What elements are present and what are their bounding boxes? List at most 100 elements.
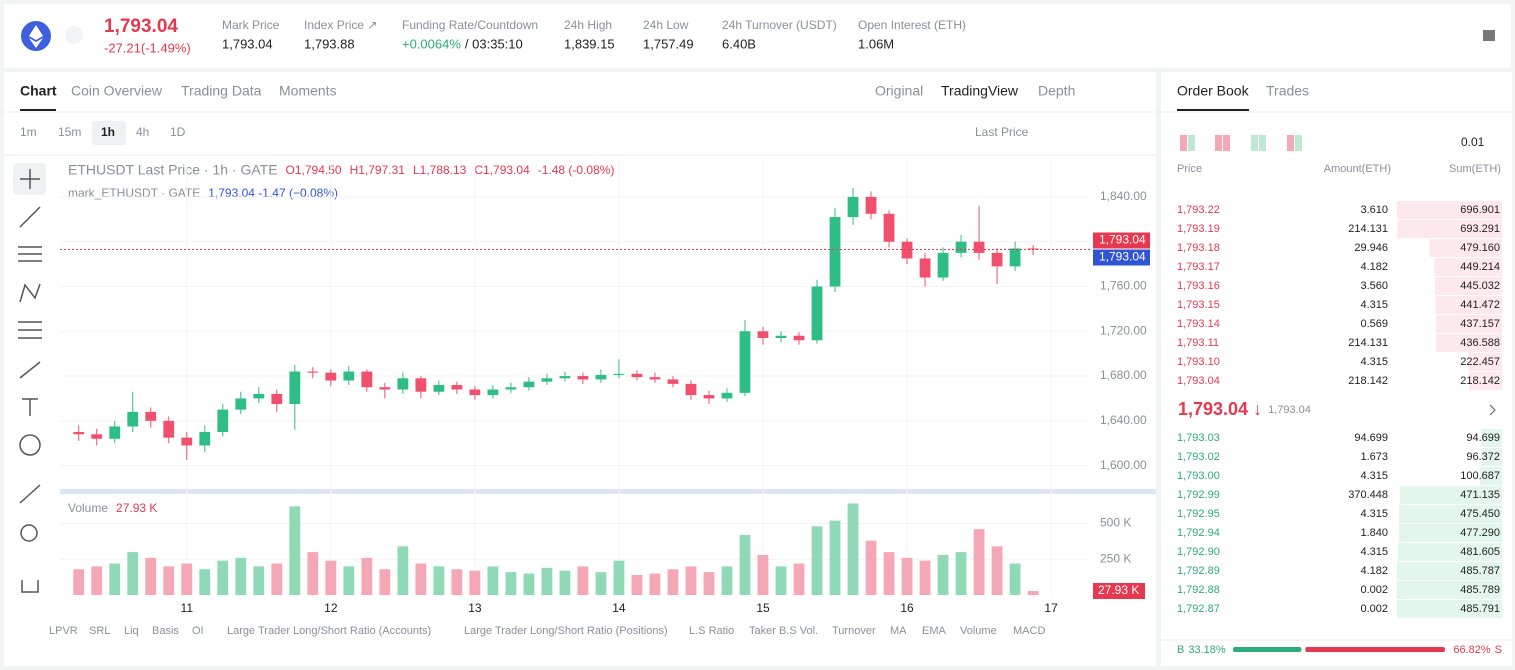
book-amount: 4.315 bbox=[1360, 508, 1388, 520]
book-sum: 479.160 bbox=[1460, 242, 1500, 254]
book-view-icon[interactable] bbox=[1251, 135, 1258, 151]
indicator[interactable]: Volume bbox=[960, 625, 997, 637]
indicator[interactable]: MA bbox=[890, 625, 907, 637]
candle-body bbox=[145, 411, 157, 421]
orderbook-tab[interactable]: Order Book bbox=[1177, 83, 1250, 99]
indicator[interactable]: MACD bbox=[1013, 625, 1045, 637]
chart-tab[interactable]: Coin Overview bbox=[71, 83, 163, 99]
candle-body bbox=[919, 258, 931, 278]
book-view-icon[interactable] bbox=[1287, 135, 1294, 151]
chart-tab[interactable]: Chart bbox=[20, 83, 57, 99]
book-price: 1,792.94 bbox=[1177, 527, 1220, 539]
volume-bar bbox=[595, 572, 607, 595]
indicator[interactable]: Liq bbox=[124, 625, 139, 637]
indicator[interactable]: SRL bbox=[89, 625, 110, 637]
book-header: Sum(ETH) bbox=[1449, 163, 1501, 175]
interval[interactable]: 1m bbox=[20, 125, 37, 139]
book-amount: 94.699 bbox=[1354, 432, 1388, 444]
candle-body bbox=[1027, 248, 1039, 250]
candle-body bbox=[199, 432, 211, 446]
book-sum: 475.450 bbox=[1460, 508, 1500, 520]
book-sum: 481.605 bbox=[1460, 546, 1500, 558]
volume-tick-label: 250 K bbox=[1100, 551, 1131, 565]
indicator[interactable]: Large Trader Long/Short Ratio (Positions… bbox=[464, 625, 668, 637]
view-tab[interactable]: Original bbox=[875, 83, 923, 99]
book-sum: 445.032 bbox=[1460, 280, 1500, 292]
indicator[interactable]: L.S Ratio bbox=[689, 625, 734, 637]
price-type-select[interactable]: Last Price bbox=[975, 125, 1029, 139]
depth-bar bbox=[1397, 201, 1502, 219]
candle-body bbox=[487, 389, 499, 396]
last-price: 1,793.04 bbox=[104, 16, 178, 37]
legend-mark: mark_ETHUSDT · GATE bbox=[68, 186, 200, 200]
book-sum: 100.687 bbox=[1460, 470, 1500, 482]
volume-bar bbox=[919, 560, 931, 595]
volume-bar bbox=[271, 563, 283, 595]
volume-bar bbox=[217, 560, 229, 595]
indicator[interactable]: LPVR bbox=[49, 625, 78, 637]
stat-value: 1.06M bbox=[858, 36, 894, 51]
book-sum: 436.588 bbox=[1460, 337, 1500, 349]
book-price: 1,792.87 bbox=[1177, 603, 1220, 615]
menu-icon[interactable] bbox=[1483, 30, 1495, 41]
book-sum: 693.291 bbox=[1460, 223, 1500, 235]
sell-ratio: 66.82% bbox=[1453, 644, 1491, 656]
candle-body bbox=[757, 331, 769, 338]
indicator[interactable]: OI bbox=[192, 625, 204, 637]
book-amount: 4.315 bbox=[1360, 546, 1388, 558]
candle-body bbox=[343, 371, 355, 381]
depth-bar bbox=[1397, 543, 1502, 561]
chart-tab[interactable]: Trading Data bbox=[181, 83, 262, 99]
volume-bar bbox=[559, 570, 571, 595]
view-tab[interactable]: TradingView bbox=[941, 83, 1019, 99]
book-view-icon[interactable] bbox=[1180, 135, 1187, 151]
view-tab[interactable]: Depth bbox=[1038, 83, 1075, 99]
book-view-icon[interactable] bbox=[1223, 135, 1230, 151]
precision-select[interactable]: 0.01 bbox=[1461, 135, 1485, 149]
book-view-icon[interactable] bbox=[1188, 135, 1195, 151]
orderbook-tab[interactable]: Trades bbox=[1266, 83, 1309, 99]
interval[interactable]: 4h bbox=[136, 125, 149, 139]
interval[interactable]: 15m bbox=[58, 125, 81, 139]
volume-bar bbox=[199, 569, 211, 595]
indicator[interactable]: EMA bbox=[922, 625, 947, 637]
volume-bar bbox=[973, 529, 985, 595]
indicator[interactable]: Turnover bbox=[832, 625, 876, 637]
mark-price-label: 1,793.04 bbox=[1099, 250, 1146, 264]
volume-tag-label: 27.93 K bbox=[1098, 583, 1139, 597]
interval[interactable]: 1h bbox=[101, 125, 115, 139]
candle-body bbox=[649, 377, 661, 380]
candle-body bbox=[181, 437, 193, 446]
book-view-icon[interactable] bbox=[1259, 135, 1266, 151]
candle-body bbox=[109, 426, 121, 439]
candle-body bbox=[937, 252, 949, 278]
pane-separator bbox=[60, 489, 1156, 494]
volume-bar bbox=[433, 566, 445, 595]
x-tick-label: 12 bbox=[324, 601, 338, 615]
book-amount: 4.315 bbox=[1360, 299, 1388, 311]
volume-bar bbox=[487, 566, 499, 595]
x-tick-label: 16 bbox=[900, 601, 914, 615]
candle-body bbox=[541, 378, 553, 382]
candle-body bbox=[847, 196, 859, 218]
volume-bar bbox=[469, 570, 481, 595]
indicator[interactable]: Taker B.S Vol. bbox=[749, 625, 818, 637]
book-view-icon[interactable] bbox=[1215, 135, 1222, 151]
chevron[interactable] bbox=[1489, 404, 1496, 416]
chart-tab[interactable]: Moments bbox=[279, 83, 337, 99]
y-tick-label: 1,600.00 bbox=[1100, 458, 1147, 472]
book-price: 1,793.11 bbox=[1177, 337, 1219, 349]
volume-bar bbox=[577, 566, 589, 595]
indicator[interactable]: Basis bbox=[152, 625, 179, 637]
indicator[interactable]: Large Trader Long/Short Ratio (Accounts) bbox=[227, 625, 431, 637]
candle-body bbox=[739, 331, 751, 393]
candle-body bbox=[271, 393, 283, 405]
candle-body bbox=[685, 383, 697, 396]
book-view-icon[interactable] bbox=[1295, 135, 1302, 151]
interval[interactable]: 1D bbox=[170, 125, 186, 139]
depth-bar bbox=[1397, 562, 1502, 580]
candle-body bbox=[1009, 248, 1021, 267]
favorite[interactable] bbox=[65, 26, 83, 44]
volume-bar bbox=[793, 563, 805, 595]
book-amount: 0.569 bbox=[1360, 318, 1388, 330]
